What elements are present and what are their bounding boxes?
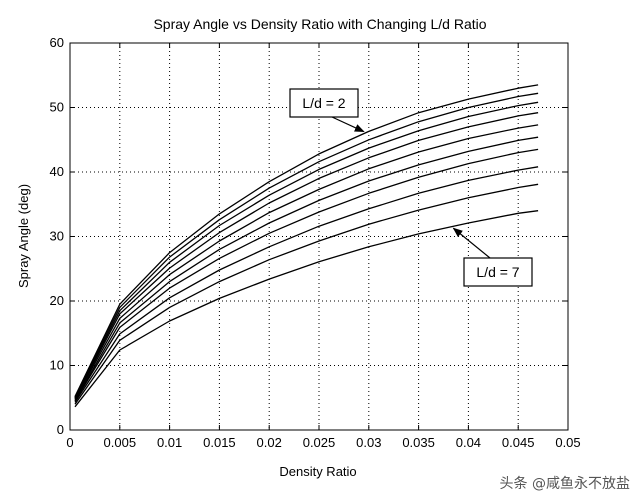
annotations: L/d = 2 L/d = 7 <box>289 88 533 287</box>
annotation-1: L/d = 2 <box>289 88 365 133</box>
series-line-10 <box>74 210 539 408</box>
series-line-2 <box>74 92 539 398</box>
annotation-label: L/d = 2 <box>302 95 345 111</box>
x-tick-label: 0.005 <box>104 435 137 450</box>
annotation-box <box>289 88 359 118</box>
x-tick-label: 0 <box>66 435 73 450</box>
x-tick-label: 0.04 <box>456 435 481 450</box>
x-axis-label: Density Ratio <box>279 464 356 479</box>
series-line-3 <box>74 101 539 399</box>
series-line-1 <box>74 84 539 397</box>
y-tick-label: 10 <box>50 358 64 373</box>
chart-title: Spray Angle vs Density Ratio with Changi… <box>153 16 486 32</box>
x-tick-label: 0.05 <box>555 435 580 450</box>
y-tick-label: 40 <box>50 164 64 179</box>
annotation-box <box>463 257 533 287</box>
annotation-arrow <box>331 116 365 133</box>
series-line-7 <box>74 148 539 402</box>
series-line-6 <box>74 136 539 401</box>
x-tick-label: 0.015 <box>203 435 236 450</box>
x-tick-label: 0.01 <box>157 435 182 450</box>
x-tick-label: 0.02 <box>257 435 282 450</box>
y-tick-label: 20 <box>50 293 64 308</box>
x-tick-label: 0.045 <box>502 435 535 450</box>
axis-ticks: 0 0.005 0.01 0.015 0.02 0.025 0.03 0.035 0.04 0.0… <box>50 35 581 450</box>
y-tick-label: 50 <box>50 100 64 115</box>
series-line-8 <box>74 166 539 403</box>
annotation-arrow <box>452 227 491 259</box>
series-line-4 <box>74 112 539 399</box>
series-lines <box>74 84 539 408</box>
x-tick-label: 0.025 <box>303 435 336 450</box>
y-axis-label: Spray Angle (deg) <box>16 184 31 288</box>
watermark-text: 头条 @咸鱼永不放盐 <box>500 475 630 492</box>
series-line-5 <box>74 124 539 400</box>
y-tick-label: 30 <box>50 229 64 244</box>
x-tick-label: 0.03 <box>356 435 381 450</box>
x-tick-label: 0.035 <box>402 435 435 450</box>
series-line-9 <box>74 183 539 405</box>
y-tick-label: 0 <box>57 422 64 437</box>
annotation-2: L/d = 7 <box>452 227 533 287</box>
annotation-label: L/d = 7 <box>476 264 519 280</box>
y-tick-label: 60 <box>50 35 64 50</box>
